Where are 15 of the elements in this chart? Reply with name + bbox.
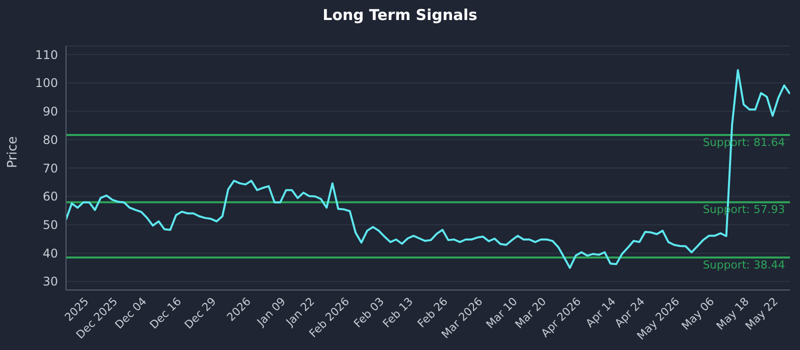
y-tick-label: 50 (42, 218, 58, 232)
ref-line-label: Support: 38.44 (702, 258, 785, 272)
y-tick-label: 110 (35, 48, 58, 62)
y-tick-label: 40 (42, 246, 58, 260)
y-tick-label: 90 (42, 104, 58, 119)
y-tick-label: 100 (35, 76, 58, 90)
chart-title: Long Term Signals (322, 5, 478, 26)
x-tick-label: Dec 16 (147, 294, 184, 332)
line-series (66, 69, 790, 269)
x-tick-label: Dec 29 (182, 294, 219, 332)
y-tick-label: 30 (42, 274, 58, 289)
y-tick-label: 70 (42, 161, 58, 176)
y-tick-label: 60 (42, 190, 58, 204)
y-axis-title: Price (6, 136, 21, 168)
y-tick-label: 80 (42, 132, 58, 147)
